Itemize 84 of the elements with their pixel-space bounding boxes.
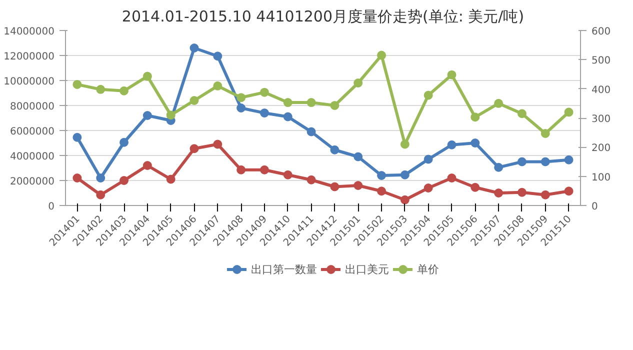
point bbox=[400, 140, 410, 149]
point bbox=[236, 104, 246, 112]
point bbox=[564, 155, 574, 164]
point bbox=[564, 108, 574, 117]
point bbox=[494, 188, 504, 198]
point bbox=[96, 190, 106, 200]
y-tick-label: 0 bbox=[48, 202, 55, 212]
point bbox=[470, 112, 480, 122]
y2-tick-label: 400 bbox=[592, 84, 611, 96]
point bbox=[377, 171, 386, 180]
point bbox=[470, 138, 480, 148]
point bbox=[306, 127, 316, 136]
point bbox=[72, 132, 82, 142]
point bbox=[120, 86, 129, 96]
point bbox=[494, 162, 504, 172]
point bbox=[517, 157, 526, 166]
point bbox=[494, 98, 504, 108]
point bbox=[306, 175, 316, 184]
point bbox=[283, 112, 292, 122]
legend-label: 出口美元 bbox=[345, 262, 389, 276]
y2-tick-label: 0 bbox=[592, 202, 598, 212]
point bbox=[142, 111, 152, 120]
point bbox=[120, 138, 129, 147]
point bbox=[470, 182, 480, 192]
point bbox=[166, 174, 176, 184]
point bbox=[236, 165, 246, 174]
point bbox=[540, 128, 550, 138]
point bbox=[236, 93, 246, 102]
y2-tick-label: 300 bbox=[592, 114, 611, 125]
legend-label: 出口第一数量 bbox=[251, 262, 317, 276]
y-tick-label: 12000000 bbox=[4, 52, 55, 62]
y-tick-label: 6000000 bbox=[10, 126, 55, 138]
point bbox=[540, 190, 550, 200]
point bbox=[377, 186, 386, 196]
point bbox=[540, 157, 550, 166]
point bbox=[260, 165, 269, 174]
point bbox=[96, 174, 106, 182]
point bbox=[190, 96, 199, 105]
point bbox=[306, 98, 316, 108]
y-tick-label: 14000000 bbox=[4, 26, 55, 38]
point bbox=[213, 52, 222, 61]
point bbox=[400, 170, 410, 180]
point bbox=[72, 80, 82, 89]
point bbox=[424, 90, 433, 100]
point bbox=[517, 109, 526, 118]
point bbox=[400, 195, 410, 204]
point bbox=[120, 176, 129, 185]
point bbox=[260, 88, 269, 97]
y-tick-label: 10000000 bbox=[4, 76, 55, 88]
point bbox=[72, 174, 82, 182]
chart-title: 2014.01-2015.10 44101200月度量价走势(单位: 美元/吨) bbox=[122, 8, 524, 26]
point bbox=[283, 170, 292, 180]
point bbox=[354, 181, 363, 190]
point bbox=[377, 50, 386, 60]
point bbox=[330, 182, 340, 192]
y2-tick-label: 200 bbox=[592, 143, 611, 154]
point bbox=[447, 70, 456, 80]
point bbox=[142, 161, 152, 170]
point bbox=[190, 44, 199, 52]
point bbox=[354, 78, 363, 88]
point bbox=[447, 140, 456, 150]
y-tick-label: 8000000 bbox=[10, 102, 55, 112]
point bbox=[517, 188, 526, 197]
y2-tick-label: 100 bbox=[592, 172, 611, 184]
point bbox=[213, 140, 222, 149]
y2-tick-label: 500 bbox=[592, 56, 611, 67]
point bbox=[330, 100, 340, 110]
point bbox=[330, 145, 340, 154]
point bbox=[190, 144, 199, 154]
y-tick-label: 4000000 bbox=[10, 152, 55, 162]
point bbox=[166, 110, 176, 120]
y2-tick-label: 600 bbox=[592, 26, 611, 38]
point bbox=[447, 174, 456, 182]
point bbox=[354, 152, 363, 162]
point bbox=[564, 186, 574, 196]
y-tick-label: 2000000 bbox=[10, 176, 55, 188]
point bbox=[283, 98, 292, 108]
point bbox=[142, 72, 152, 81]
point bbox=[424, 154, 433, 164]
point bbox=[424, 184, 433, 192]
point bbox=[213, 81, 222, 90]
point bbox=[260, 108, 269, 118]
point bbox=[96, 84, 106, 94]
legend-label: 单价 bbox=[417, 262, 439, 276]
